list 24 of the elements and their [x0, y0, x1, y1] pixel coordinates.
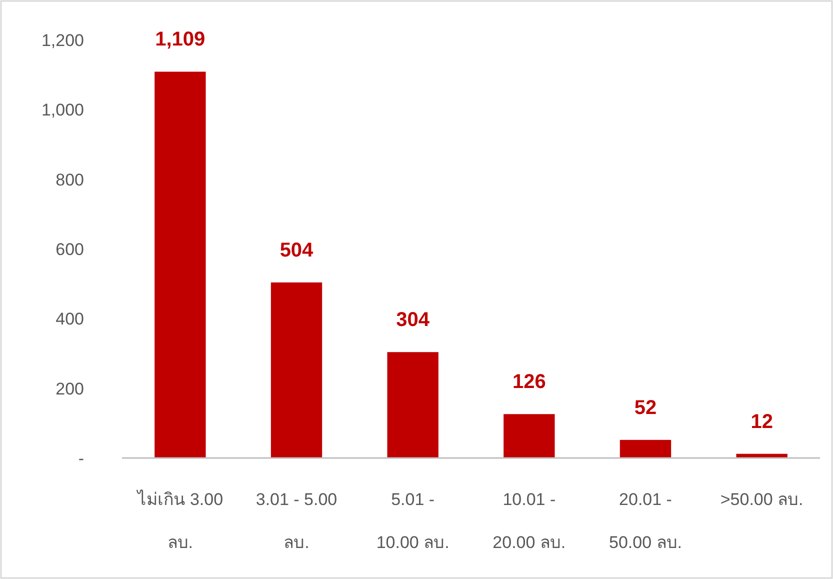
data-label: 1,109: [155, 28, 206, 51]
category-label: 10.01 - 20.00 ลบ.: [492, 490, 566, 552]
category-label: 20.01 - 50.00 ลบ.: [609, 490, 682, 552]
bar: [504, 414, 555, 458]
x-tick-label: >50.00 ลบ.: [720, 490, 804, 509]
bar: [154, 72, 206, 458]
data-label: 52: [634, 396, 657, 419]
y-tick-label: 1,200: [41, 31, 84, 50]
bar: [270, 282, 322, 458]
y-tick-label: 200: [56, 379, 84, 398]
data-label: 504: [280, 239, 314, 262]
y-tick-label: 400: [56, 310, 84, 329]
bar: [387, 352, 438, 458]
y-tick-label: -: [78, 449, 84, 468]
data-label: 304: [396, 309, 430, 332]
y-tick-label: 600: [56, 240, 84, 259]
category-label: 5.01 - 10.00 ลบ.: [376, 490, 450, 552]
category-label: ไม่เกิน 3.00 ลบ.: [137, 490, 224, 552]
y-tick-label: 800: [56, 170, 84, 190]
data-label: 126: [512, 371, 546, 394]
y-tick-label: 1,000: [41, 100, 84, 120]
bar: [620, 440, 672, 458]
data-label: 12: [750, 410, 773, 433]
category-label: 3.01 - 5.00 ลบ.: [256, 490, 338, 552]
